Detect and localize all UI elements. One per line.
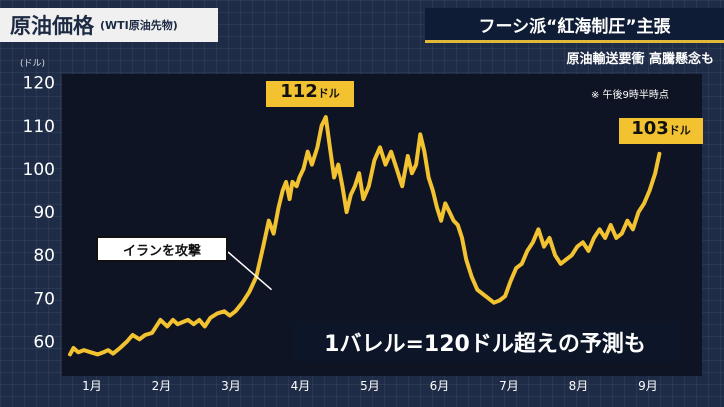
iran-attack-label: イランを攻撃 [96, 236, 228, 262]
x-tick-label: 1月 [82, 379, 102, 393]
event-connector [227, 251, 273, 291]
x-ticks: 1月 2月 3月 4月 5月 6月 7月 8月 9月 [82, 379, 658, 393]
latest-price-unit: ドル [668, 124, 691, 137]
y-axis-unit: (ドル) [20, 59, 46, 69]
peak-price-value: 112 [280, 81, 318, 102]
y-ticks: 60 70 80 90 100 110 120 [23, 74, 55, 353]
y-tick-label: 60 [33, 332, 55, 352]
x-tick-label: 6月 [430, 379, 450, 393]
y-tick-label: 90 [33, 203, 55, 223]
latest-price-value: 103 [631, 118, 669, 139]
y-tick-label: 70 [33, 289, 55, 309]
price-prediction-caption: 1バレル=120ドル超えの予測も [292, 322, 678, 362]
chart-subtitle: (WTI原油先物) [100, 19, 178, 32]
x-tick-label: 9月 [638, 379, 658, 393]
y-tick-label: 80 [33, 246, 55, 266]
y-tick-label: 100 [23, 160, 55, 180]
latest-price-label: 103 ドル [619, 118, 703, 144]
chart-title: 原油価格 [10, 14, 94, 38]
x-tick-label: 2月 [152, 379, 172, 393]
chart-title-box: 原油価格 (WTI原油先物) [0, 8, 218, 42]
x-tick-label: 4月 [291, 379, 311, 393]
x-tick-label: 7月 [499, 379, 519, 393]
timestamp-note: ※ 午後9時半時点 [591, 90, 669, 101]
y-tick-label: 120 [23, 74, 55, 94]
news-headline: フーシ派“紅海制圧”主張 [425, 8, 724, 43]
x-tick-label: 3月 [221, 379, 241, 393]
peak-price-unit: ドル [317, 87, 340, 100]
peak-price-label: 112 ドル [266, 81, 354, 107]
y-tick-label: 110 [23, 117, 55, 137]
x-tick-label: 5月 [360, 379, 380, 393]
price-line [68, 115, 662, 357]
x-tick-label: 8月 [569, 379, 589, 393]
news-subheadline: 原油輸送要衝 高騰懸念も [566, 52, 714, 67]
